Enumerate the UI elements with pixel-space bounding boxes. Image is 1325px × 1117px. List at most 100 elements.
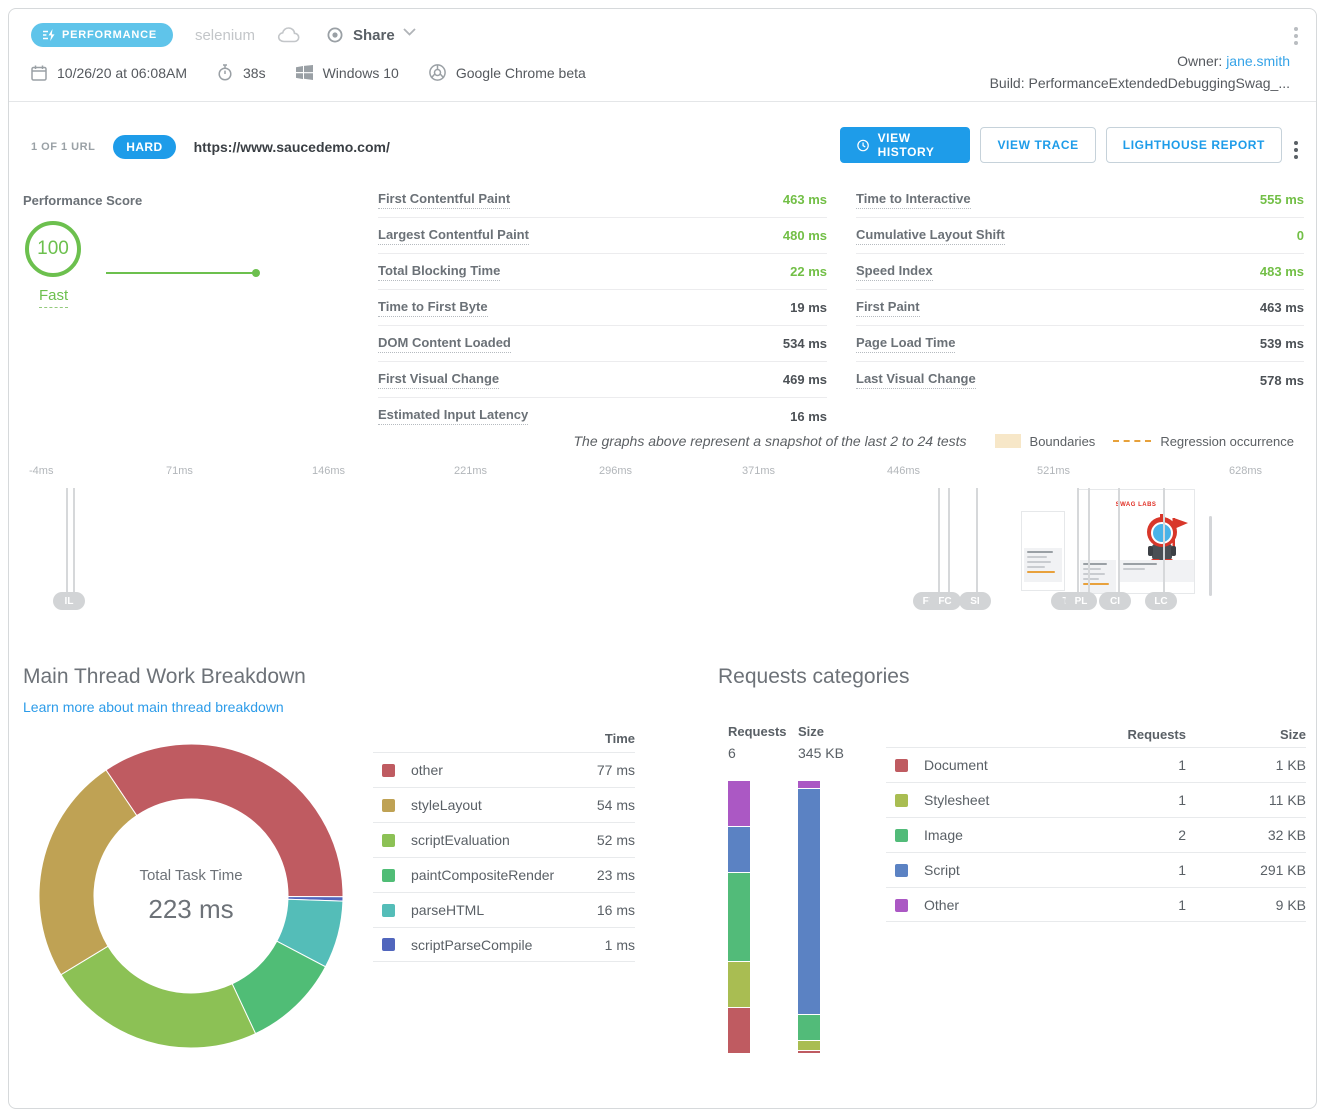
- main-thread-legend: Time other 77 ms styleLayout 54 ms scriptEva…: [373, 724, 635, 962]
- metric-label[interactable]: First Visual Change: [378, 371, 500, 389]
- lighthouse-report-label: LIGHTHOUSE REPORT: [1122, 138, 1265, 152]
- metrics-column-right: Time to Interactive 555 ms Cumulative Layo…: [856, 182, 1304, 398]
- metric-label[interactable]: Speed Index: [856, 263, 933, 281]
- metric-value: 578 ms: [1259, 372, 1304, 388]
- metric-label[interactable]: Last Visual Change: [856, 371, 976, 389]
- thumbnail-text-panel: [1120, 560, 1194, 582]
- metric-label[interactable]: First Contentful Paint: [378, 191, 511, 209]
- performance-report-card: PERFORMANCE selenium Share 10/26/20 at 0…: [8, 8, 1317, 1109]
- legend-value: 23 ms: [596, 867, 635, 883]
- bar-segment[interactable]: [728, 962, 750, 1008]
- requests-count-header: Requests: [1127, 726, 1186, 742]
- timeline-marker-line: [1088, 488, 1090, 601]
- url-actions: VIEW HISTORY VIEW TRACE LIGHTHOUSE REPOR…: [840, 127, 1282, 163]
- owner-link[interactable]: jane.smith: [1226, 53, 1290, 69]
- timeline-marker-line: [1118, 488, 1120, 601]
- header: PERFORMANCE selenium Share: [31, 23, 416, 47]
- share-button[interactable]: Share: [325, 27, 416, 44]
- bar-segment[interactable]: [728, 872, 750, 962]
- bar-segment[interactable]: [798, 1041, 820, 1051]
- bar-segment[interactable]: [728, 826, 750, 872]
- legend-swatch: [382, 763, 395, 777]
- bar-segment[interactable]: [798, 788, 820, 1015]
- metric-row: DOM Content Loaded 534 ms: [378, 326, 827, 362]
- thumbnail-text-panel: [1024, 548, 1062, 582]
- performance-score-label[interactable]: Fast: [39, 287, 69, 308]
- timeline-tick-label: 371ms: [742, 465, 776, 477]
- view-trace-button[interactable]: VIEW TRACE: [980, 127, 1096, 163]
- history-clock-icon: [857, 139, 870, 151]
- graph-note-row: The graphs above represent a snapshot of…: [574, 433, 1295, 449]
- legend-row: other 77 ms: [373, 752, 635, 787]
- requests-size-header: Size: [1279, 726, 1306, 742]
- bar-segment[interactable]: [728, 1008, 750, 1053]
- metric-label[interactable]: Total Blocking Time: [378, 263, 501, 281]
- category-size: 9 KB: [1275, 896, 1306, 913]
- run-duration: 38s: [243, 64, 266, 81]
- metric-label[interactable]: Cumulative Layout Shift: [856, 227, 1005, 245]
- size-total-value: 345 KB: [798, 745, 844, 761]
- legend-swatch: [382, 798, 395, 812]
- timeline-tick-label: 521ms: [1037, 465, 1071, 477]
- donut-segment-styleLayout[interactable]: [38, 769, 138, 976]
- legend-swatch: [382, 833, 395, 847]
- category-request-count: 1: [1178, 757, 1186, 773]
- url-kebab-menu[interactable]: [1290, 137, 1302, 163]
- timeline-tick-label: 296ms: [599, 465, 633, 477]
- view-history-label: VIEW HISTORY: [877, 131, 935, 159]
- view-history-button[interactable]: VIEW HISTORY: [840, 127, 971, 163]
- requests-categories-title: Requests categories: [718, 665, 910, 688]
- metric-label[interactable]: Time to Interactive: [856, 191, 971, 209]
- legend-label: parseHTML: [411, 902, 485, 918]
- run-date: 10/26/20 at 06:08AM: [57, 64, 187, 81]
- metric-value: 539 ms: [1259, 336, 1304, 351]
- timeline-tick-label: 71ms: [166, 465, 193, 477]
- legend-swatch: [382, 903, 395, 917]
- metric-label[interactable]: Largest Contentful Paint: [378, 227, 529, 245]
- size-stacked-bar: [798, 781, 820, 1053]
- requests-table-row: Document 1 1 KB: [886, 747, 1306, 782]
- category-size: 32 KB: [1267, 827, 1306, 843]
- requests-table-row: Script 1 291 KB: [886, 852, 1306, 887]
- metric-value: 463 ms: [1259, 300, 1304, 315]
- view-trace-label: VIEW TRACE: [997, 138, 1079, 152]
- requests-total-header: Requests: [728, 724, 787, 739]
- legend-row: styleLayout 54 ms: [373, 787, 635, 822]
- main-thread-learn-more-link[interactable]: Learn more about main thread breakdown: [23, 699, 284, 715]
- share-label: Share: [353, 26, 395, 44]
- metric-label[interactable]: First Paint: [856, 299, 920, 317]
- bar-segment[interactable]: [728, 781, 750, 826]
- timeline-tick-label: 221ms: [454, 465, 488, 477]
- metric-value: 480 ms: [782, 228, 827, 243]
- header-kebab-menu[interactable]: [1290, 23, 1302, 49]
- filmstrip-scroll-indicator[interactable]: [1209, 516, 1212, 596]
- metric-value: 534 ms: [782, 336, 827, 351]
- regression-label: Regression occurrence: [1160, 433, 1294, 449]
- run-meta: 10/26/20 at 06:08AM 38s Windows 10 Googl…: [31, 64, 586, 81]
- performance-score-circle: 100: [25, 221, 81, 277]
- legend-label: scriptParseCompile: [411, 936, 533, 953]
- legend-label: paintCompositeRender: [411, 867, 555, 883]
- boundaries-label: Boundaries: [1029, 433, 1096, 449]
- metric-label[interactable]: Estimated Input Latency: [378, 407, 529, 425]
- bar-segment[interactable]: [798, 1015, 820, 1041]
- bar-segment[interactable]: [798, 1051, 820, 1053]
- metric-label[interactable]: Page Load Time: [856, 335, 956, 353]
- donut-segment-other[interactable]: [105, 743, 344, 898]
- metric-label[interactable]: Time to First Byte: [378, 299, 488, 317]
- chrome-icon: [428, 64, 446, 81]
- donut-segment-scriptEvaluation[interactable]: [60, 945, 257, 1049]
- category-request-count: 1: [1178, 792, 1186, 808]
- bar-segment[interactable]: [798, 781, 820, 788]
- thumbnail-text-panel: [1080, 560, 1116, 593]
- timeline-marker-line: [66, 488, 68, 601]
- metric-label[interactable]: DOM Content Loaded: [378, 335, 511, 353]
- lighthouse-report-button[interactable]: LIGHTHOUSE REPORT: [1105, 127, 1282, 163]
- timeline-tick-label: 628ms: [1229, 465, 1263, 477]
- category-request-count: 2: [1178, 827, 1186, 843]
- metric-row: Total Blocking Time 22 ms: [378, 254, 827, 290]
- calendar-icon: [31, 65, 47, 81]
- legend-value: 52 ms: [596, 832, 635, 848]
- legend-row: paintCompositeRender 23 ms: [373, 857, 635, 892]
- category-size: 1 KB: [1275, 757, 1306, 773]
